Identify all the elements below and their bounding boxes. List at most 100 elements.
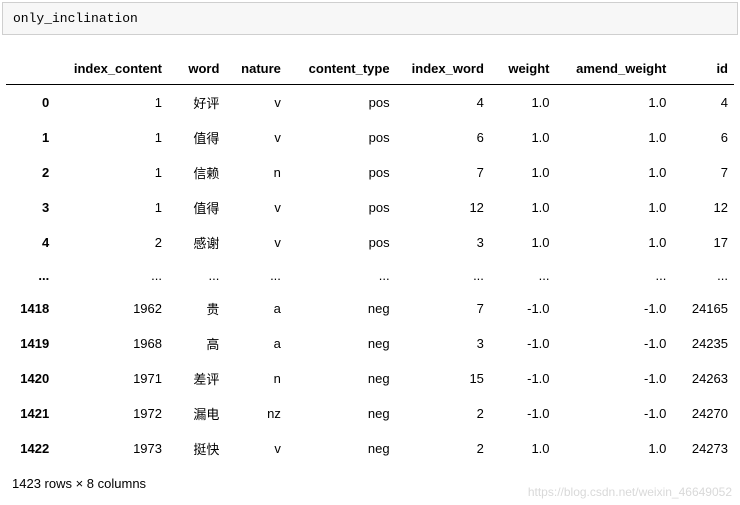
cell: 信赖 <box>168 155 225 190</box>
cell: 24270 <box>672 396 734 431</box>
row-index: 4 <box>6 225 55 260</box>
cell: n <box>225 361 287 396</box>
dataframe-output: index_content word nature content_type i… <box>0 53 740 505</box>
dataframe-shape: 1423 rows × 8 columns <box>6 466 734 497</box>
cell: 4 <box>672 85 734 121</box>
header-index-blank <box>6 53 55 85</box>
cell: ... <box>556 260 673 291</box>
col-header: id <box>672 53 734 85</box>
table-row-ellipsis: ........................... <box>6 260 734 291</box>
cell: pos <box>287 85 396 121</box>
cell: 1.0 <box>556 431 673 466</box>
cell: -1.0 <box>490 361 556 396</box>
cell: 高 <box>168 326 225 361</box>
cell: neg <box>287 431 396 466</box>
cell: 7 <box>396 155 490 190</box>
table-row: 14191968高aneg3-1.0-1.024235 <box>6 326 734 361</box>
cell: pos <box>287 120 396 155</box>
cell: ... <box>225 260 287 291</box>
cell: 1.0 <box>556 155 673 190</box>
cell: ... <box>168 260 225 291</box>
cell: v <box>225 120 287 155</box>
table-row: 14201971差评nneg15-1.0-1.024263 <box>6 361 734 396</box>
table-body: 01好评vpos41.01.0411值得vpos61.01.0621信赖npos… <box>6 85 734 467</box>
cell: ... <box>672 260 734 291</box>
cell: -1.0 <box>556 361 673 396</box>
cell: 1 <box>55 155 168 190</box>
cell: v <box>225 431 287 466</box>
col-header: weight <box>490 53 556 85</box>
table-row: 42感谢vpos31.01.017 <box>6 225 734 260</box>
table-row: 31值得vpos121.01.012 <box>6 190 734 225</box>
cell: v <box>225 225 287 260</box>
cell: 12 <box>672 190 734 225</box>
cell: 1.0 <box>490 120 556 155</box>
row-index: 3 <box>6 190 55 225</box>
col-header: word <box>168 53 225 85</box>
cell: neg <box>287 291 396 326</box>
cell: 24235 <box>672 326 734 361</box>
cell: 1.0 <box>556 85 673 121</box>
cell: 1.0 <box>556 190 673 225</box>
row-index: 1422 <box>6 431 55 466</box>
cell: -1.0 <box>556 291 673 326</box>
cell: -1.0 <box>490 291 556 326</box>
row-index: 1419 <box>6 326 55 361</box>
col-header: content_type <box>287 53 396 85</box>
dataframe-table: index_content word nature content_type i… <box>6 53 734 466</box>
cell: 1 <box>55 85 168 121</box>
table-row: 14181962贵aneg7-1.0-1.024165 <box>6 291 734 326</box>
cell: -1.0 <box>490 326 556 361</box>
col-header: amend_weight <box>556 53 673 85</box>
cell: 4 <box>396 85 490 121</box>
cell: ... <box>287 260 396 291</box>
cell: 差评 <box>168 361 225 396</box>
cell: pos <box>287 155 396 190</box>
col-header: nature <box>225 53 287 85</box>
cell: 24273 <box>672 431 734 466</box>
cell: 1.0 <box>490 85 556 121</box>
cell: a <box>225 291 287 326</box>
table-row: 11值得vpos61.01.06 <box>6 120 734 155</box>
cell: 感谢 <box>168 225 225 260</box>
cell: 15 <box>396 361 490 396</box>
cell: 1.0 <box>490 190 556 225</box>
row-index: 1421 <box>6 396 55 431</box>
row-index: 1418 <box>6 291 55 326</box>
cell: -1.0 <box>490 396 556 431</box>
cell: 漏电 <box>168 396 225 431</box>
cell: pos <box>287 190 396 225</box>
table-row: 01好评vpos41.01.04 <box>6 85 734 121</box>
cell: 1 <box>55 120 168 155</box>
cell: ... <box>55 260 168 291</box>
table-row: 21信赖npos71.01.07 <box>6 155 734 190</box>
code-cell-text: only_inclination <box>13 11 138 26</box>
cell: nz <box>225 396 287 431</box>
cell: 1.0 <box>490 155 556 190</box>
cell: 值得 <box>168 190 225 225</box>
cell: 2 <box>396 396 490 431</box>
col-header: index_word <box>396 53 490 85</box>
cell: 值得 <box>168 120 225 155</box>
cell: 7 <box>396 291 490 326</box>
row-index: 2 <box>6 155 55 190</box>
cell: -1.0 <box>556 396 673 431</box>
cell: 1.0 <box>490 431 556 466</box>
cell: a <box>225 326 287 361</box>
table-row: 14211972漏电nzneg2-1.0-1.024270 <box>6 396 734 431</box>
header-row: index_content word nature content_type i… <box>6 53 734 85</box>
cell: 1 <box>55 190 168 225</box>
row-index: 1 <box>6 120 55 155</box>
cell: v <box>225 190 287 225</box>
cell: 1972 <box>55 396 168 431</box>
cell: 17 <box>672 225 734 260</box>
cell: 1968 <box>55 326 168 361</box>
cell: 12 <box>396 190 490 225</box>
cell: 1.0 <box>556 225 673 260</box>
cell: 1.0 <box>490 225 556 260</box>
cell: 6 <box>396 120 490 155</box>
cell: neg <box>287 396 396 431</box>
cell: 挺快 <box>168 431 225 466</box>
table-row: 14221973挺快vneg21.01.024273 <box>6 431 734 466</box>
cell: v <box>225 85 287 121</box>
